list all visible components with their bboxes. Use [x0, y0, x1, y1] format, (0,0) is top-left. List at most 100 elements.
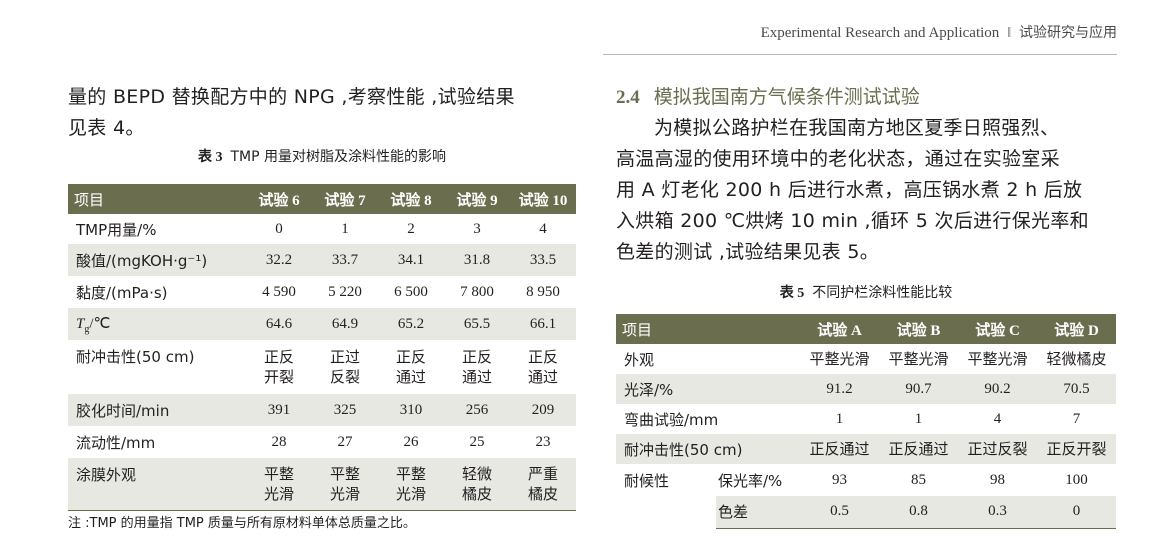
row-label: 酸值/(mgKOH·g⁻¹) [76, 251, 208, 270]
table-cell: 65.2 [397, 315, 425, 332]
table-row: 光泽/% 91.2 90.7 90.2 70.5 [616, 374, 1116, 404]
table-cell: 4 590 [262, 283, 296, 300]
cell-line: 正过 [329, 348, 360, 366]
table-cell: 90.2 [984, 380, 1011, 397]
table-cell: 正反通过 [510, 340, 576, 394]
cell-line: 反裂 [329, 368, 360, 386]
table-cell: 6 500 [394, 283, 428, 300]
table-cell: 0.3 [958, 496, 1037, 529]
cell-line: 通过 [527, 368, 558, 386]
row-label: 弯曲试验/mm [624, 410, 719, 429]
cell-line: 平整 [329, 464, 360, 483]
table-cell: 310 [399, 401, 423, 418]
table-row: 黏度/(mPa·s) 4 590 5 220 6 500 7 800 8 950 [68, 276, 576, 308]
table-cell: 85 [911, 471, 926, 488]
table3-number: 表 3 [197, 150, 223, 165]
table-row: 外观 平整光滑 平整光滑 平整光滑 轻微橘皮 [616, 344, 1116, 374]
table-cell: 平整光滑 [888, 350, 949, 368]
table-cell: 正过反裂 [967, 440, 1028, 458]
table-cell: 34.1 [397, 251, 425, 268]
table-cell: 3 [473, 220, 481, 237]
table-row: 流动性/mm 28 27 26 25 23 [68, 426, 576, 458]
table3-header-cell: 试验 7 [324, 192, 366, 209]
table3-header-cell: 项目 [74, 190, 105, 209]
table-cell: 25 [469, 433, 485, 450]
table-cell: 正反开裂 [1046, 440, 1107, 458]
right-paragraph-line-5: 色差的测试 ,试验结果见表 5。 [616, 241, 880, 263]
table-cell: 90.7 [905, 380, 932, 397]
row-label: 耐冲击性(50 cm) [624, 440, 743, 459]
table-row: 耐冲击性(50 cm) 正反 开裂 正过 反裂 正反 通过 正反 通过 正反 通过 [68, 340, 576, 394]
table3: 项目 试验 6 试验 7 试验 8 试验 9 试验 10 TMP用量/% 0 1… [68, 184, 576, 511]
table-cell: 5 220 [328, 283, 362, 300]
cell-line: 光滑 [329, 484, 360, 503]
table5-caption: 表 5 不同护栏涂料性能比较 [616, 282, 1116, 302]
table-cell: 平整光滑 [312, 458, 378, 511]
cell-line: 正反 [263, 348, 294, 366]
row-label: 外观 [624, 350, 655, 369]
left-paragraph-line-2: 见表 4。 [68, 117, 145, 139]
tg-subscript: g [84, 323, 90, 335]
table-cell: 7 800 [460, 283, 494, 300]
table-cell: 33.7 [331, 251, 359, 268]
tg-symbol: T [76, 315, 85, 332]
table-cell: 7 [1072, 410, 1081, 427]
table-cell: 4 [539, 220, 547, 237]
cell-line: 严重 [527, 464, 558, 483]
table5-title: 不同护栏涂料性能比较 [812, 285, 953, 301]
cell-line: 橘皮 [461, 484, 492, 503]
table-row: 胶化时间/min 391 325 310 256 209 [68, 394, 576, 426]
right-paragraph-line-3: 用 A 灯老化 200 h 后进行水煮，高压锅水煮 2 h 后放 [616, 179, 1083, 201]
table-cell: 70.5 [1063, 380, 1090, 397]
table-cell: 65.5 [463, 315, 491, 332]
table-cell: 209 [531, 401, 555, 418]
table-cell: 1 [914, 410, 923, 427]
cell-line: 光滑 [395, 484, 426, 503]
table-cell: 391 [267, 401, 291, 418]
cell-line: 平整 [263, 464, 294, 483]
table-cell: 正反开裂 [246, 340, 312, 394]
cell-line: 通过 [461, 368, 492, 386]
cell-line: 正反 [527, 348, 558, 366]
table-cell: 轻微橘皮 [1046, 350, 1107, 368]
running-head-separator: ‖ [1007, 25, 1012, 41]
table-cell: 325 [333, 401, 357, 418]
table3-header-cell: 试验 9 [456, 192, 498, 209]
table-cell: 66.1 [529, 315, 557, 332]
table-cell: 64.9 [331, 315, 359, 332]
table-cell: 正过反裂 [312, 340, 378, 394]
table-cell: 平整光滑 [809, 350, 870, 368]
cell-line: 开裂 [263, 368, 294, 386]
cell-line: 橘皮 [527, 484, 558, 503]
right-paragraph-line-2: 高温高湿的使用环境中的老化状态，通过在实验室采 [616, 148, 1060, 170]
row-label: 光泽/% [624, 380, 674, 399]
table-row: 耐冲击性(50 cm) 正反通过 正反通过 正过反裂 正反开裂 [616, 434, 1116, 464]
row-label: 色差 [716, 496, 800, 529]
cell-line: 轻微 [461, 464, 492, 483]
table-cell: 0 [275, 220, 283, 237]
row-label-tg: Tg/℃ [68, 308, 246, 340]
right-paragraph-line-4: 入烘箱 200 ℃烘烤 10 min ,循环 5 次后进行保光率和 [616, 210, 1089, 232]
right-paragraph-line-1: 为模拟公路护栏在我国南方地区夏季日照强烈、 [654, 117, 1060, 139]
table3-title: TMP 用量对树脂及涂料性能的影响 [230, 149, 447, 165]
table-cell: 0 [1037, 496, 1116, 529]
table-cell: 正反通过 [888, 440, 949, 458]
table-cell: 平整光滑 [967, 350, 1028, 368]
header-rule [603, 54, 1117, 55]
table-cell: 100 [1065, 471, 1088, 488]
table-cell: 1 [341, 220, 349, 237]
table-cell: 0.5 [800, 496, 879, 529]
table-cell: 2 [407, 220, 415, 237]
row-label: 耐冲击性(50 cm) [76, 348, 195, 366]
table-cell: 严重 橘皮 [510, 458, 576, 511]
table-cell: 33.5 [529, 251, 557, 268]
table5-header-cell: 试验 D [1054, 322, 1099, 339]
table-cell: 256 [465, 401, 489, 418]
table3-header-cell: 试验 8 [390, 192, 432, 209]
table-row: 酸值/(mgKOH·g⁻¹) 32.2 33.7 34.1 31.8 33.5 [68, 244, 576, 276]
table-cell: 23 [535, 433, 551, 450]
table-cell: 27 [337, 433, 353, 450]
table-cell: 1 [835, 410, 844, 427]
table-cell: 91.2 [826, 380, 853, 397]
row-label: 保光率/% [718, 471, 783, 490]
